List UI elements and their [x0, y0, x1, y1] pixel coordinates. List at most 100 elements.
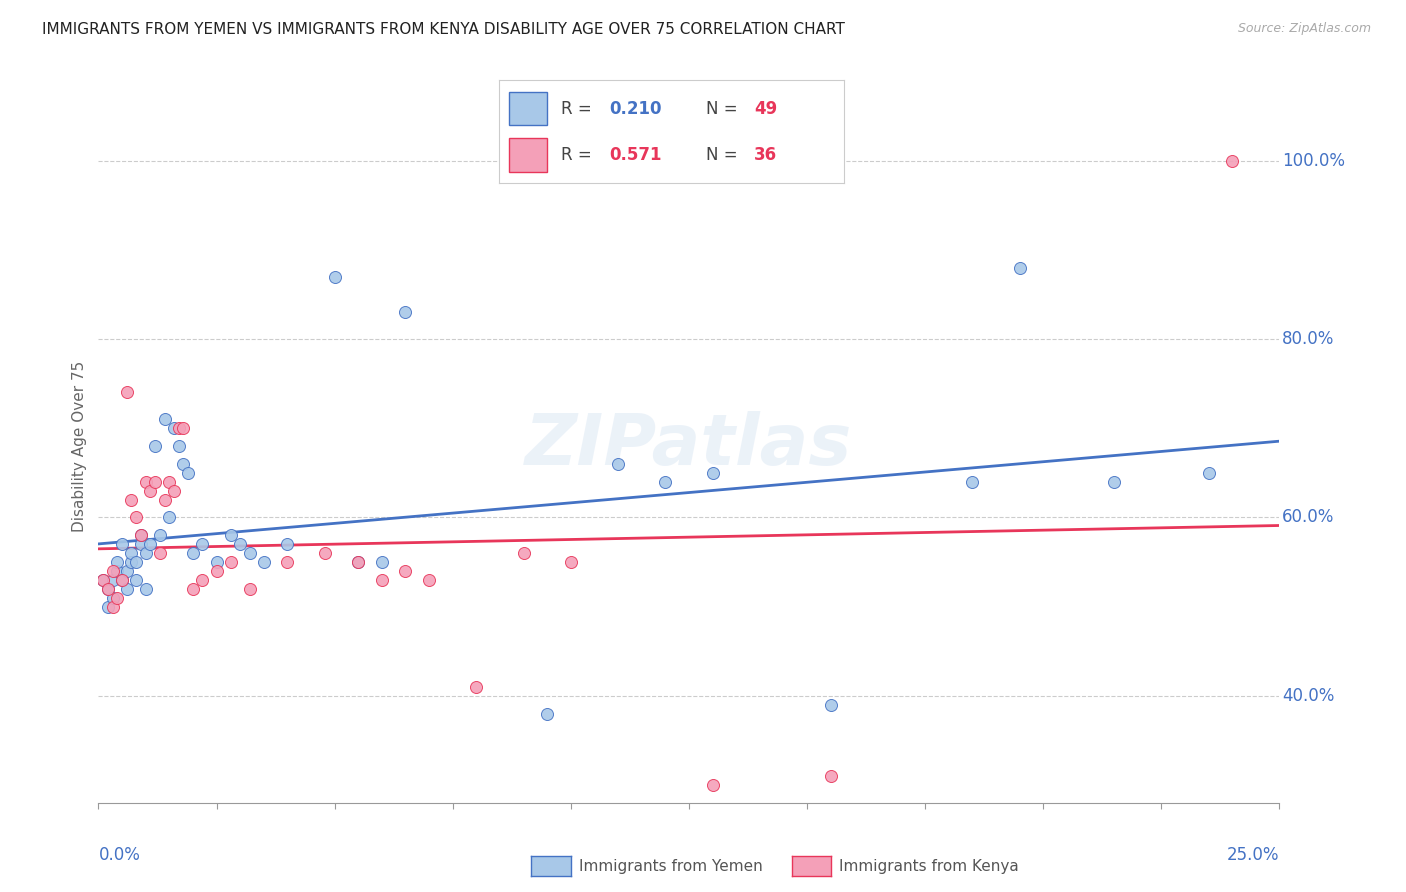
Point [394, 305, 416, 319]
Point [239, 582, 262, 596]
Point [167, 439, 190, 453]
Point [276, 555, 298, 569]
Point [191, 537, 214, 551]
Point [314, 546, 336, 560]
Text: 0.0%: 0.0% [98, 846, 141, 863]
Point [101, 564, 124, 578]
Point [111, 573, 134, 587]
Point [143, 439, 166, 453]
Text: 25.0%: 25.0% [1227, 846, 1279, 863]
Point [253, 555, 276, 569]
Text: 0.571: 0.571 [609, 146, 662, 164]
Point [115, 582, 138, 596]
Point [1102, 475, 1125, 489]
Text: N =: N = [706, 146, 742, 164]
Point [163, 421, 186, 435]
Point [172, 421, 194, 435]
Point [111, 573, 134, 587]
Point [205, 564, 228, 578]
Point [347, 555, 370, 569]
Point [702, 778, 724, 792]
Point [105, 591, 128, 605]
Point [191, 573, 214, 587]
Text: IMMIGRANTS FROM YEMEN VS IMMIGRANTS FROM KENYA DISABILITY AGE OVER 75 CORRELATIO: IMMIGRANTS FROM YEMEN VS IMMIGRANTS FROM… [42, 22, 845, 37]
Point [323, 269, 346, 284]
Point [121, 555, 143, 569]
Point [111, 537, 134, 551]
Point [205, 555, 228, 569]
Point [115, 564, 138, 578]
Point [105, 564, 128, 578]
Point [962, 475, 984, 489]
Text: 60.0%: 60.0% [1282, 508, 1334, 526]
Point [143, 475, 166, 489]
Point [1220, 153, 1243, 168]
Point [276, 537, 298, 551]
Point [135, 475, 157, 489]
Point [702, 466, 724, 480]
Point [91, 573, 114, 587]
Point [135, 546, 157, 560]
Point [157, 510, 180, 524]
Text: 0.210: 0.210 [609, 100, 662, 118]
Point [607, 457, 630, 471]
Point [536, 706, 558, 721]
Point [125, 555, 148, 569]
Text: R =: R = [561, 146, 598, 164]
Text: 36: 36 [754, 146, 778, 164]
Point [129, 537, 152, 551]
Text: Immigrants from Yemen: Immigrants from Yemen [579, 859, 763, 873]
Point [97, 582, 120, 596]
Point [512, 546, 534, 560]
Point [139, 483, 162, 498]
Point [101, 573, 124, 587]
Point [105, 555, 128, 569]
FancyBboxPatch shape [509, 137, 547, 171]
Point [157, 475, 180, 489]
Point [172, 457, 194, 471]
Point [149, 528, 172, 542]
Point [1198, 466, 1220, 480]
Point [101, 599, 124, 614]
Point [219, 528, 242, 542]
Point [181, 546, 204, 560]
Point [181, 582, 204, 596]
Point [153, 412, 176, 426]
Text: Immigrants from Kenya: Immigrants from Kenya [839, 859, 1019, 873]
Point [560, 555, 582, 569]
Point [820, 698, 842, 712]
Point [125, 573, 148, 587]
Point [125, 510, 148, 524]
Point [121, 492, 143, 507]
Point [465, 680, 488, 694]
Point [129, 528, 152, 542]
Point [239, 546, 262, 560]
Point [91, 573, 114, 587]
Point [97, 582, 120, 596]
Point [371, 555, 394, 569]
Point [101, 591, 124, 605]
Point [115, 385, 138, 400]
Point [167, 421, 190, 435]
FancyBboxPatch shape [509, 92, 547, 126]
Y-axis label: Disability Age Over 75: Disability Age Over 75 [72, 360, 87, 532]
Point [229, 537, 252, 551]
Text: 80.0%: 80.0% [1282, 330, 1334, 348]
Point [163, 483, 186, 498]
Text: ZIPatlas: ZIPatlas [526, 411, 852, 481]
Text: R =: R = [561, 100, 598, 118]
Point [347, 555, 370, 569]
Point [219, 555, 242, 569]
Text: 40.0%: 40.0% [1282, 687, 1334, 705]
Point [418, 573, 440, 587]
Text: 100.0%: 100.0% [1282, 152, 1344, 169]
Point [149, 546, 172, 560]
Point [820, 769, 842, 783]
Point [97, 599, 120, 614]
Point [153, 492, 176, 507]
Point [394, 564, 416, 578]
Point [177, 466, 200, 480]
Text: 49: 49 [754, 100, 778, 118]
Point [371, 573, 394, 587]
Point [654, 475, 676, 489]
